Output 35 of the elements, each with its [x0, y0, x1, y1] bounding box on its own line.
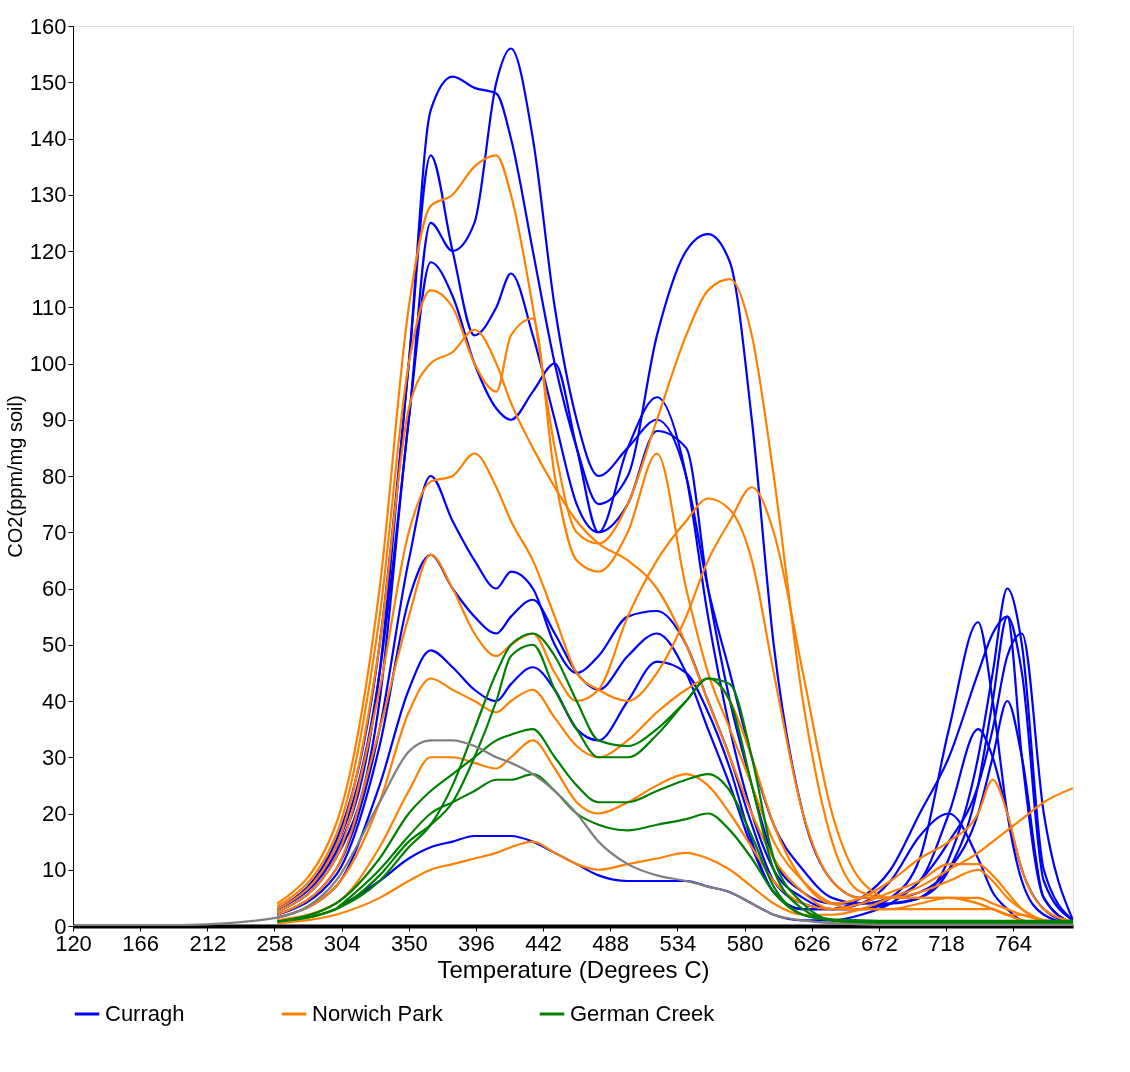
- x-tick-label: 350: [390, 930, 428, 956]
- y-tick-label: 70: [42, 519, 67, 545]
- x-tick-label: 672: [860, 930, 898, 956]
- y-tick-label: 140: [29, 126, 67, 151]
- y-tick-label: 10: [42, 857, 67, 883]
- y-tick-label: 30: [42, 744, 67, 770]
- x-tick-label: 166: [122, 930, 160, 956]
- y-tick-label: 80: [42, 463, 67, 489]
- y-tick-label: 60: [42, 576, 67, 601]
- x-tick-label: 304: [323, 930, 361, 956]
- legend-label: Norwich Park: [312, 1001, 444, 1026]
- legend-label: German Creek: [570, 1001, 716, 1026]
- x-tick-label: 764: [995, 930, 1033, 956]
- y-tick-label: 110: [31, 294, 67, 320]
- x-tick-label: 580: [726, 930, 764, 956]
- y-axis-title: CO2(ppm/mg soil): [3, 395, 26, 558]
- x-tick-label: 718: [928, 930, 965, 956]
- x-tick-label: 258: [256, 930, 294, 956]
- y-tick-label: 20: [42, 801, 67, 826]
- y-tick-label: 40: [42, 688, 67, 714]
- x-tick-label: 396: [458, 930, 495, 956]
- y-tick-label: 50: [42, 632, 67, 658]
- y-tick-label: 130: [29, 182, 67, 208]
- x-tick-label: 212: [189, 930, 227, 956]
- y-tick-label: 150: [29, 69, 67, 95]
- legend-label: Curragh: [105, 1001, 185, 1026]
- x-tick-label: 626: [793, 930, 831, 956]
- y-tick-label: 100: [29, 351, 67, 376]
- y-tick-label: 160: [29, 13, 67, 39]
- x-axis-title: Temperature (Degrees C): [437, 955, 710, 983]
- x-tick-label: 534: [659, 930, 697, 956]
- x-tick-label: 488: [592, 930, 630, 956]
- y-tick-label: 90: [42, 407, 67, 433]
- y-tick-label: 120: [29, 238, 67, 264]
- x-tick-label: 442: [525, 930, 562, 956]
